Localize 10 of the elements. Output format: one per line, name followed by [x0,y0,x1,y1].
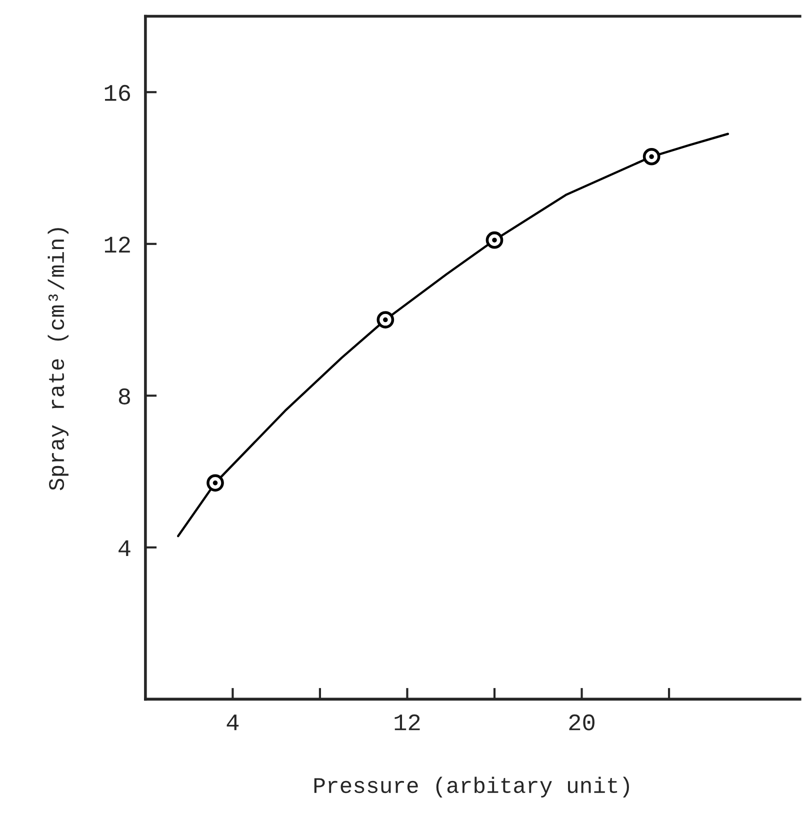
x-tick-label: 20 [569,714,594,730]
y-tick-label: 12 [104,236,130,252]
y-tick-label: 16 [104,84,130,101]
x-tick-label: 4 [226,714,239,730]
x-axis-title: Pressure (arbitary unit) [314,776,629,798]
line-series [177,132,730,538]
y-tick-label: 4 [118,540,130,556]
x-tick-label: 12 [394,714,420,730]
y-axis-title: Spray rate (cm³/min) [48,228,68,490]
y-tick-label: 8 [118,388,130,404]
